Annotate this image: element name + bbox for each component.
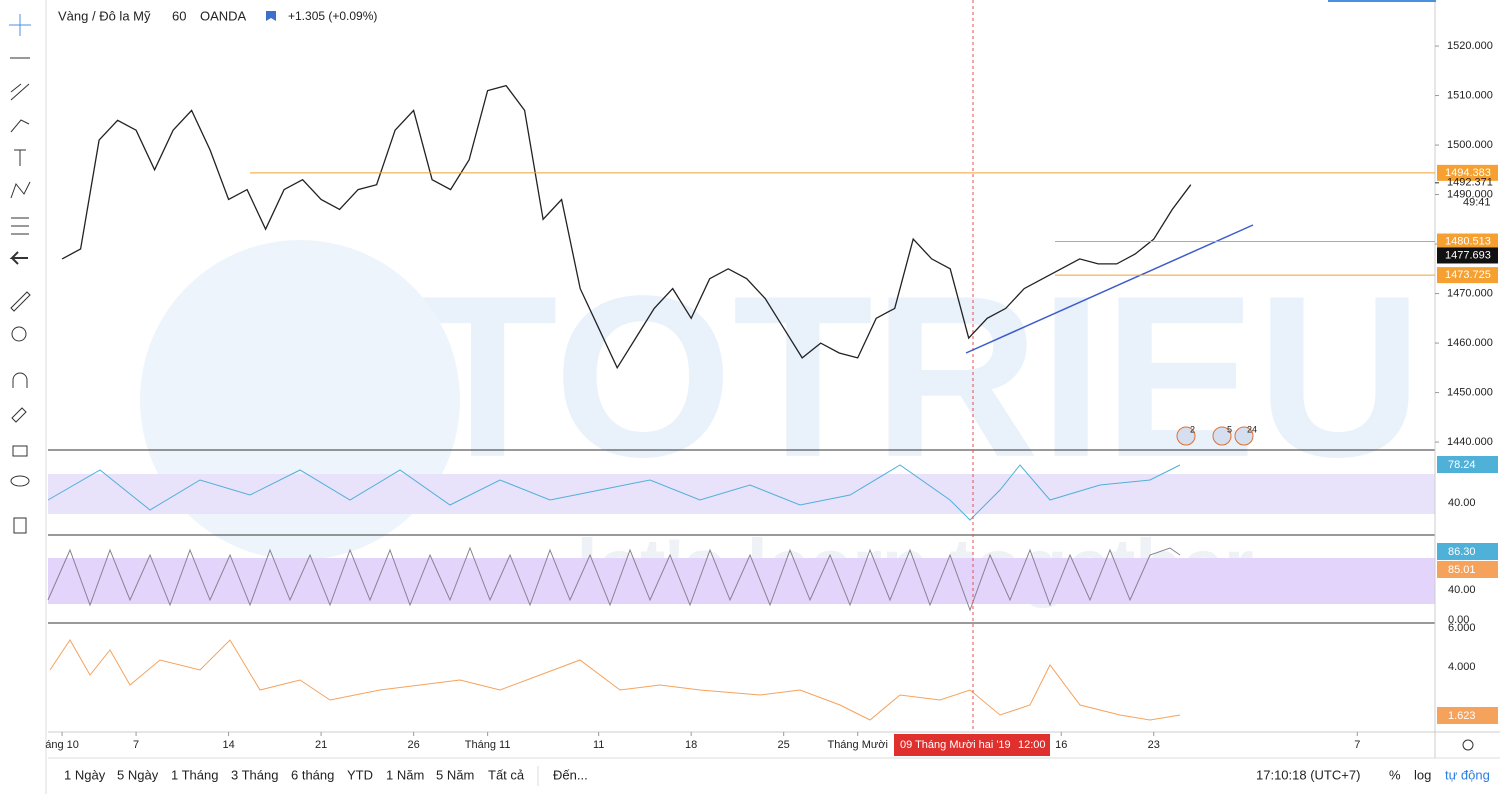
level-label-box xyxy=(1437,164,1498,181)
log-button[interactable]: log xyxy=(1414,767,1431,782)
settings-icon[interactable] xyxy=(1462,739,1474,751)
crosshair-date: 09 Tháng Mười hai '19 xyxy=(900,739,1011,751)
stoch-tick: 0.00 xyxy=(1448,614,1469,626)
rsi-tick: 40.00 xyxy=(1448,497,1476,509)
level-label: 1480.513 xyxy=(1445,235,1491,247)
level-label: 1473.725 xyxy=(1445,269,1491,281)
range-button[interactable]: 5 Năm xyxy=(436,767,474,782)
source: OANDA xyxy=(200,8,247,23)
event-flag[interactable] xyxy=(1212,426,1232,446)
forecast-tool[interactable] xyxy=(11,217,29,235)
y-tick-label: 1510.000 xyxy=(1447,89,1493,101)
goto-button[interactable]: Đến... xyxy=(553,767,588,782)
y-tick-label: 1500.000 xyxy=(1447,139,1493,151)
eye-tool[interactable] xyxy=(10,475,30,487)
last-price-box xyxy=(1437,247,1498,264)
atr-tick: 6.000 xyxy=(1448,622,1476,634)
level-label-box xyxy=(1437,233,1498,250)
x-tick-label: 25 xyxy=(778,739,790,751)
x-tick-label: 21 xyxy=(315,739,327,751)
atr-line xyxy=(49,639,1181,721)
rsi-value: 78.24 xyxy=(1448,459,1476,471)
atr-value: 1.623 xyxy=(1448,710,1476,722)
last-price: 1477.693 xyxy=(1445,249,1491,261)
trash-tool[interactable] xyxy=(13,517,27,534)
bid-price: 1492.371 xyxy=(1447,177,1493,189)
range-button[interactable]: Tất cả xyxy=(488,767,525,782)
ruler-tool[interactable] xyxy=(10,291,31,312)
crosshair-time: 12:00 xyxy=(1018,739,1046,751)
y-tick-label: 1490.000 xyxy=(1447,188,1493,200)
x-tick-label: 7 xyxy=(133,739,139,751)
percent-button[interactable]: % xyxy=(1389,767,1401,782)
x-tick-label: 23 xyxy=(1148,739,1160,751)
price-line xyxy=(61,84,1192,370)
y-tick-label: 1460.000 xyxy=(1447,337,1493,349)
countdown: 49:41 xyxy=(1463,197,1491,209)
interval[interactable]: 60 xyxy=(172,8,186,23)
x-tick-label: 14 xyxy=(222,739,234,751)
event-count: 2 xyxy=(1190,424,1195,434)
lock-draw-tool[interactable] xyxy=(11,407,27,423)
event-flag[interactable] xyxy=(1234,426,1254,446)
x-tick-label: áng 10 xyxy=(45,739,79,751)
magnet-tool[interactable] xyxy=(12,372,28,388)
symbol[interactable]: Vàng / Đô la Mỹ xyxy=(58,8,151,23)
atr-value-box xyxy=(1437,707,1498,724)
watermark-brand: TOTRIEU xyxy=(417,248,1422,505)
auto-button[interactable]: tự động xyxy=(1445,767,1490,782)
range-button[interactable]: 1 Ngày xyxy=(64,767,106,782)
rsi-line xyxy=(47,464,1181,521)
stoch-line xyxy=(47,546,1181,612)
rsi-value-box xyxy=(1437,456,1498,473)
atr-tick: 4.000 xyxy=(1448,661,1476,673)
x-tick-label: 26 xyxy=(407,739,419,751)
trend-line xyxy=(965,224,1254,354)
y-tick-label: 1470.000 xyxy=(1447,287,1493,299)
pattern-tool[interactable] xyxy=(10,181,31,199)
change: +1.305 (+0.09%) xyxy=(288,9,377,23)
top-indicator xyxy=(1328,0,1436,2)
x-tick-label: 16 xyxy=(1055,739,1067,751)
crosshair-date-box xyxy=(894,734,1050,756)
event-count: 5 xyxy=(1227,424,1232,434)
lock-tool[interactable] xyxy=(12,445,28,457)
level-label: 1494.383 xyxy=(1445,167,1491,179)
level-label-box xyxy=(1437,267,1498,284)
y-tick-label: 1450.000 xyxy=(1447,386,1493,398)
range-button[interactable]: 5 Ngày xyxy=(117,767,159,782)
crosshair-tool[interactable] xyxy=(9,14,31,36)
range-button[interactable]: YTD xyxy=(347,767,373,782)
stoch-k: 86.30 xyxy=(1448,546,1476,558)
range-button[interactable]: 3 Tháng xyxy=(231,767,278,782)
clock: 17:10:18 (UTC+7) xyxy=(1256,767,1360,782)
zoom-tool[interactable] xyxy=(11,326,27,342)
rsi-band xyxy=(48,474,1435,514)
x-tick-label: Tháng 11 xyxy=(465,739,511,751)
stoch-d: 85.01 xyxy=(1448,564,1476,576)
flag-icon[interactable] xyxy=(266,11,276,21)
left-toolbar xyxy=(9,14,31,534)
x-tick-label: 18 xyxy=(685,739,697,751)
x-tick-label: 7 xyxy=(1354,739,1360,751)
stoch-tick: 40.00 xyxy=(1448,584,1476,596)
brush-tool[interactable] xyxy=(10,119,30,133)
x-tick-label: Tháng Mười xyxy=(827,739,887,751)
fib-tool[interactable] xyxy=(10,83,30,101)
range-button[interactable]: 1 Tháng xyxy=(171,767,218,782)
text-tool[interactable] xyxy=(14,149,26,166)
back-tool[interactable] xyxy=(9,251,28,265)
range-button[interactable]: 6 tháng xyxy=(291,767,334,782)
event-count: 24 xyxy=(1247,424,1257,434)
stoch-band xyxy=(48,558,1435,604)
y-tick-label: 1440.000 xyxy=(1447,436,1493,448)
event-flag[interactable] xyxy=(1176,426,1196,446)
x-tick-label: 11 xyxy=(593,739,604,751)
stoch-k-box xyxy=(1437,543,1498,560)
range-button[interactable]: 1 Năm xyxy=(386,767,424,782)
stoch-d-box xyxy=(1437,561,1498,578)
y-tick-label: 1520.000 xyxy=(1447,40,1493,52)
